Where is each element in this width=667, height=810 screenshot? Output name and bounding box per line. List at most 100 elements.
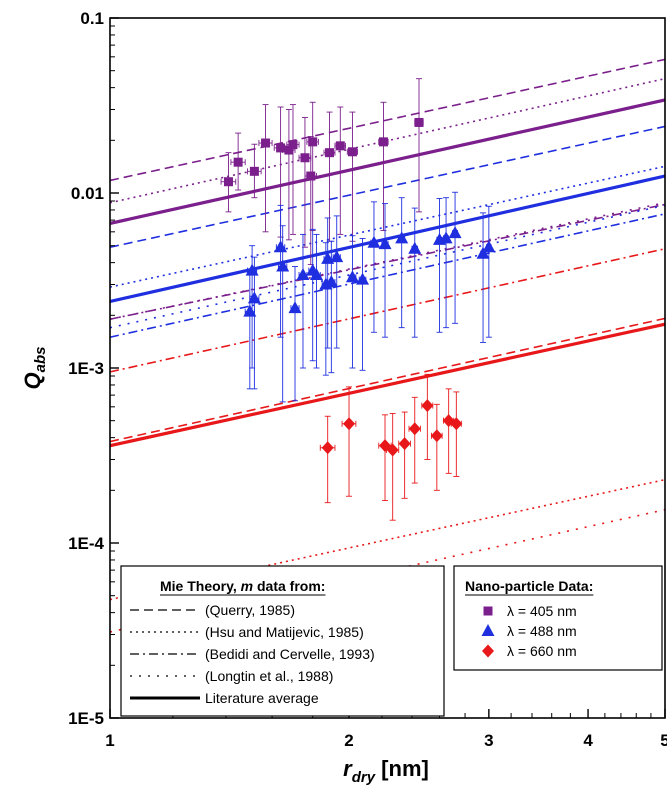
theory-line-660-dotted: [110, 478, 665, 601]
point-488-19: [432, 198, 446, 333]
legend-theory-title: Mie Theory, m data from:: [160, 578, 325, 594]
marker-square: [306, 171, 316, 181]
legend-data-label: λ = 405 nm: [507, 603, 577, 619]
legend-theory: Mie Theory, m data from: (Querry, 1985) (…: [120, 565, 445, 717]
point-488-13: [345, 235, 359, 369]
marker-triangle: [247, 291, 261, 304]
legend-theory-label: (Querry, 1985): [205, 602, 295, 618]
legend-data: Nano-particle Data: λ = 405 nm λ = 488 nm…: [453, 565, 663, 671]
marker-square: [288, 140, 298, 150]
marker-triangle: [324, 275, 338, 288]
x-tick-label: 3: [484, 731, 493, 750]
theory-line-660-dashdot: [110, 248, 665, 373]
data-points: [220, 78, 496, 521]
theory-line-660-solid: [110, 322, 665, 448]
marker-square: [325, 148, 335, 158]
point-405-1: [230, 132, 246, 191]
point-405-13: [378, 101, 389, 232]
y-tick-label: 1E-4: [68, 534, 104, 553]
marker-triangle: [330, 250, 344, 263]
svg-text:Qabs: Qabs: [20, 347, 49, 390]
marker-triangle: [245, 263, 259, 276]
point-488-6: [296, 233, 310, 369]
marker-triangle: [345, 270, 359, 283]
point-488-5: [288, 266, 302, 402]
marker-square: [249, 166, 259, 176]
marker-triangle: [476, 246, 490, 259]
theory-line-488-dotted: [110, 165, 665, 288]
marker-triangle: [482, 240, 496, 253]
point-405-2: [247, 143, 262, 199]
point-488-15: [367, 201, 381, 333]
point-405-11: [334, 106, 347, 235]
legend-theory-label: (Bedidi and Cervelle, 1993): [205, 646, 375, 662]
marker-triangle: [367, 235, 381, 248]
legend-theory-label: (Longtin et al., 1988): [205, 668, 333, 684]
x-axis-title: rdry [nm]: [343, 756, 429, 786]
legend-theory-label: (Hsu and Matijevic, 1985): [205, 624, 364, 640]
marker-square: [335, 141, 345, 151]
marker-triangle: [288, 301, 302, 314]
point-405-14: [414, 78, 424, 213]
marker-diamond: [430, 429, 443, 443]
point-488-1: [245, 245, 259, 369]
point-488-11: [324, 240, 338, 374]
marker-diamond: [321, 441, 334, 455]
point-405-8: [304, 136, 317, 266]
svg-text:rdry [nm]: rdry [nm]: [343, 756, 429, 786]
marker-square: [414, 117, 424, 127]
point-660-8: [442, 388, 455, 474]
marker-diamond: [450, 417, 463, 431]
marker-triangle: [243, 304, 257, 317]
legend-data-label: λ = 660 nm: [507, 643, 577, 659]
theory-line-488-dashed: [110, 125, 665, 248]
theory-line-488-dashdot: [110, 213, 665, 338]
theory-line-405-solid: [110, 98, 665, 225]
point-660-9: [450, 391, 463, 477]
marker-diamond: [343, 417, 356, 431]
marker-triangle: [378, 237, 392, 250]
point-660-2: [378, 414, 392, 501]
point-405-10: [323, 111, 336, 242]
marker-triangle: [356, 272, 370, 285]
point-405-3: [258, 104, 273, 233]
legend-data-marker-triangle: [481, 624, 495, 636]
marker-triangle: [310, 267, 324, 280]
marker-diamond: [408, 422, 421, 436]
legend-theory-label: Literature average: [205, 690, 319, 706]
marker-square: [300, 153, 310, 163]
point-660-7: [430, 403, 443, 491]
axis-ticks: 1 2 3 4 5 0.1 0.01 1E-3 1E-4 1E-5: [68, 9, 667, 750]
marker-triangle: [276, 259, 290, 272]
marker-triangle: [439, 231, 453, 244]
point-660-5: [408, 396, 421, 484]
marker-diamond: [386, 443, 399, 457]
point-660-4: [398, 411, 411, 499]
marker-triangle: [395, 231, 409, 244]
point-660-6: [421, 373, 434, 460]
point-660-0: [319, 415, 336, 504]
point-488-2: [247, 256, 261, 390]
point-405-6: [286, 104, 300, 235]
x-tick-label: 4: [583, 731, 593, 750]
x-tick-label: 2: [344, 731, 353, 750]
legend-data-marker-square: [483, 606, 493, 616]
point-488-12: [330, 215, 344, 349]
point-405-12: [346, 111, 358, 242]
point-488-8: [310, 233, 324, 369]
point-488-4: [276, 225, 290, 403]
marker-diamond: [421, 399, 434, 413]
point-488-22: [476, 212, 490, 343]
theory-lines: [110, 58, 665, 633]
theory-line-660-dashed: [110, 317, 665, 443]
theory-line-405-dashed: [110, 58, 665, 182]
point-488-20: [439, 197, 453, 329]
point-405-0: [220, 152, 237, 213]
marker-square: [347, 147, 357, 157]
x-tick-label: 5: [660, 731, 667, 750]
point-488-17: [395, 197, 409, 329]
marker-square: [378, 137, 388, 147]
point-405-9: [306, 101, 319, 232]
y-tick-label: 1E-5: [68, 709, 104, 728]
marker-triangle: [448, 226, 462, 239]
